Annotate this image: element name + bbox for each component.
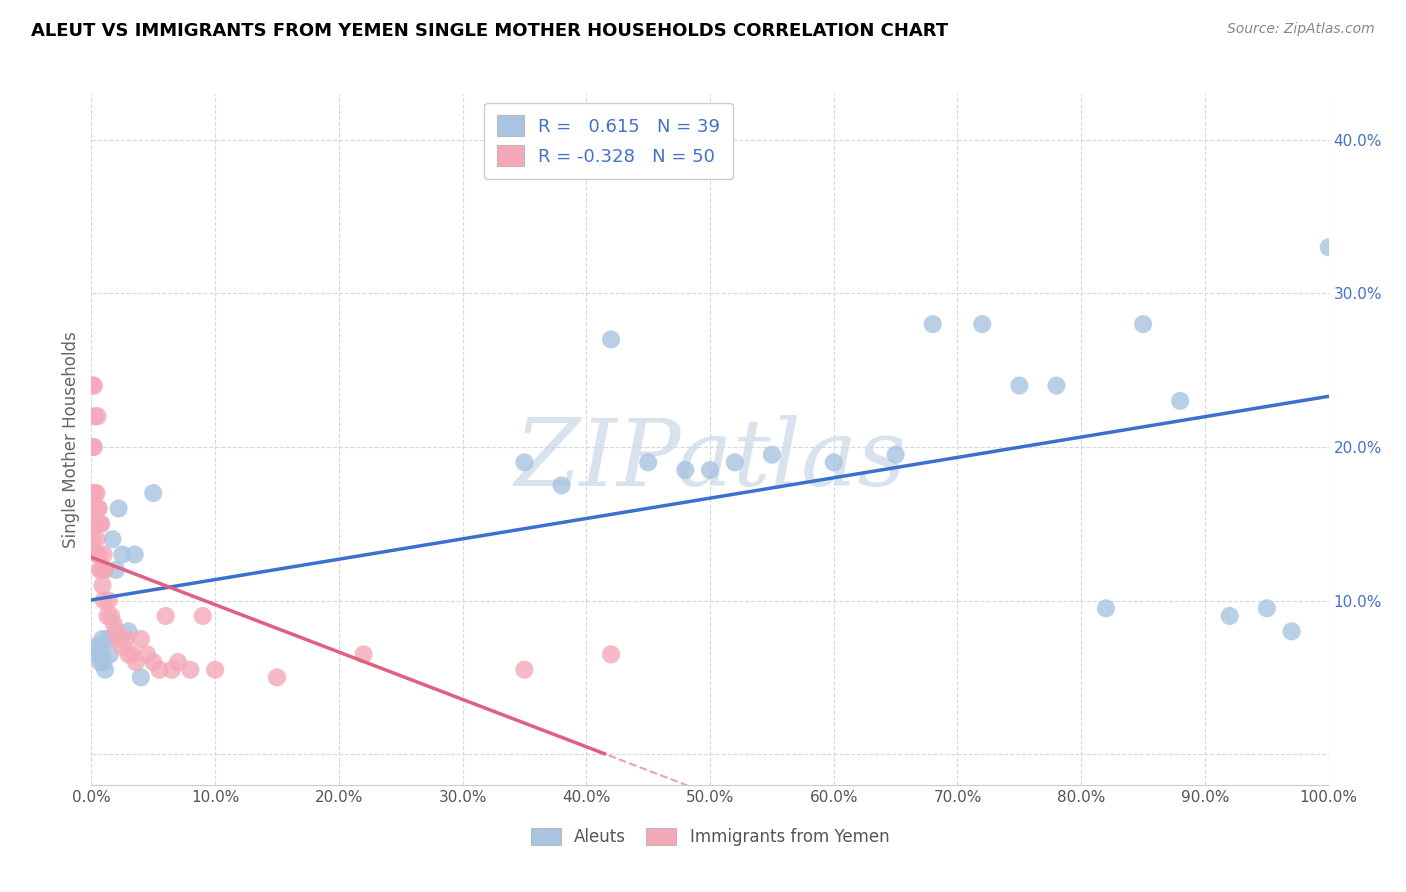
Point	[83, 516, 105, 531]
Point	[94, 663, 117, 677]
Point	[699, 463, 721, 477]
Point	[724, 455, 747, 469]
Point	[1168, 393, 1191, 408]
Point	[90, 516, 112, 531]
Point	[1256, 601, 1278, 615]
Point	[600, 648, 623, 662]
Point	[90, 648, 112, 662]
Point	[86, 648, 108, 662]
Point	[167, 655, 190, 669]
Y-axis label: Single Mother Households: Single Mother Households	[62, 331, 80, 548]
Point	[89, 516, 111, 531]
Point	[600, 333, 623, 347]
Point	[513, 663, 536, 677]
Point	[96, 609, 118, 624]
Point	[160, 663, 183, 677]
Point	[204, 663, 226, 677]
Text: ALEUT VS IMMIGRANTS FROM YEMEN SINGLE MOTHER HOUSEHOLDS CORRELATION CHART: ALEUT VS IMMIGRANTS FROM YEMEN SINGLE MO…	[31, 22, 948, 40]
Point	[823, 455, 845, 469]
Point	[673, 463, 696, 477]
Point	[82, 486, 104, 500]
Point	[179, 663, 201, 677]
Point	[266, 670, 288, 684]
Point	[87, 501, 110, 516]
Point	[86, 548, 108, 562]
Point	[107, 501, 129, 516]
Point	[98, 648, 121, 662]
Point	[90, 563, 112, 577]
Point	[84, 409, 107, 424]
Point	[972, 317, 994, 331]
Point	[921, 317, 943, 331]
Point	[884, 448, 907, 462]
Point	[761, 448, 783, 462]
Point	[86, 501, 108, 516]
Point	[89, 563, 111, 577]
Point	[129, 670, 152, 684]
Point	[84, 486, 107, 500]
Point	[100, 609, 122, 624]
Point	[105, 624, 128, 639]
Point	[148, 663, 170, 677]
Point	[103, 616, 125, 631]
Point	[142, 486, 165, 500]
Point	[136, 648, 159, 662]
Point	[111, 640, 134, 654]
Point	[105, 563, 128, 577]
Point	[94, 563, 117, 577]
Point	[93, 655, 115, 669]
Point	[82, 532, 104, 546]
Point	[1132, 317, 1154, 331]
Point	[101, 532, 124, 546]
Point	[91, 578, 114, 592]
Point	[142, 655, 165, 669]
Point	[115, 632, 138, 646]
Point	[513, 455, 536, 469]
Point	[93, 593, 115, 607]
Point	[83, 440, 105, 454]
Point	[125, 655, 148, 669]
Point	[86, 486, 108, 500]
Point	[121, 648, 143, 662]
Text: Source: ZipAtlas.com: Source: ZipAtlas.com	[1227, 22, 1375, 37]
Point	[117, 624, 139, 639]
Point	[84, 516, 107, 531]
Point	[191, 609, 214, 624]
Point	[86, 532, 108, 546]
Point	[86, 409, 108, 424]
Point	[96, 632, 118, 646]
Point	[87, 548, 110, 562]
Point	[1317, 240, 1340, 254]
Point	[91, 632, 114, 646]
Point	[97, 593, 120, 607]
Point	[1008, 378, 1031, 392]
Point	[550, 478, 572, 492]
Legend: Aleuts, Immigrants from Yemen: Aleuts, Immigrants from Yemen	[524, 822, 896, 853]
Point	[84, 640, 107, 654]
Point	[155, 609, 177, 624]
Point	[82, 440, 104, 454]
Point	[1045, 378, 1067, 392]
Point	[124, 548, 146, 562]
Point	[1281, 624, 1303, 639]
Point	[83, 378, 105, 392]
Point	[87, 640, 110, 654]
Point	[89, 655, 111, 669]
Text: ZIPatlas: ZIPatlas	[515, 415, 905, 505]
Point	[82, 378, 104, 392]
Point	[353, 648, 375, 662]
Point	[1219, 609, 1241, 624]
Point	[111, 548, 134, 562]
Point	[107, 632, 129, 646]
Point	[637, 455, 659, 469]
Point	[93, 548, 115, 562]
Point	[129, 632, 152, 646]
Point	[117, 648, 139, 662]
Point	[1095, 601, 1118, 615]
